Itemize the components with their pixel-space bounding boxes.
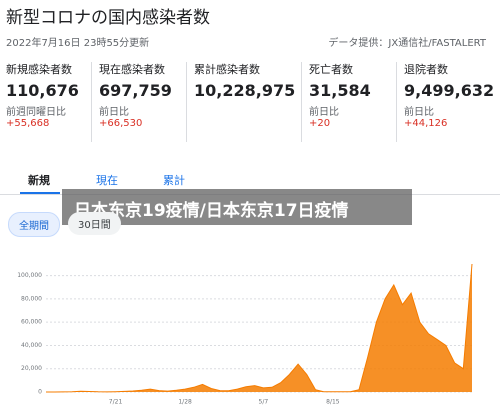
stat-change: +20 [309, 118, 331, 129]
stat-label: 死亡者数 [309, 63, 353, 76]
stat-sub-label: 前日比 [309, 107, 339, 118]
y-tick-label: 80,000 [21, 295, 42, 302]
y-tick-label: 100,000 [17, 272, 42, 279]
area [46, 264, 472, 392]
filter-button[interactable]: 30日間 [68, 212, 121, 235]
updated: 2022年7月16日 23時55分更新 [6, 38, 150, 49]
stat-sub-label: 前日比 [99, 107, 129, 118]
stat-value: 110,676 [6, 81, 79, 100]
banner-text: 日本东京19疫情/日本东京17日疫情 [74, 201, 349, 221]
stat-card: 死亡者数 31,584 前日比 +20 [309, 62, 385, 150]
separator [396, 62, 397, 142]
stat-value: 697,759 [99, 81, 172, 100]
tab-underline [20, 192, 60, 194]
y-tick-label: 40,000 [21, 342, 42, 349]
chart: 0 20,000 40,000 60,000 80,000 100,000 7/21 1/28… [17, 263, 473, 406]
stat-label: 現在感染者数 [99, 63, 165, 76]
stat-change: +55,668 [6, 118, 50, 129]
y-tick-label: 20,000 [21, 365, 42, 372]
stat-label: 累計感染者数 [194, 63, 260, 76]
tab[interactable]: 累計 [163, 174, 185, 187]
stat-sub-label: 前週同曜日比 [6, 107, 66, 118]
stat-label: 退院者数 [404, 63, 448, 76]
stat-change: +66,530 [99, 118, 143, 129]
stat-label: 新規感染者数 [6, 63, 72, 76]
line [46, 263, 473, 393]
stat-value: 10,228,975 [194, 81, 296, 100]
stat-value: 31,584 [309, 81, 371, 100]
tab[interactable]: 新規 [28, 174, 50, 187]
x-tick-label: 7/21 [109, 399, 123, 406]
tab[interactable]: 現在 [96, 174, 118, 187]
page-title: 新型コロナの国内感染者数 [6, 8, 210, 28]
stat-card: 現在感染者数 697,759 前日比 +66,530 [99, 62, 175, 150]
source: データ提供：JX通信社/FASTALERT [328, 38, 486, 49]
separator [91, 62, 92, 142]
filter-button[interactable]: 全期間 [8, 212, 60, 237]
stat-change: +44,126 [404, 118, 448, 129]
x-tick-label: 8/15 [326, 399, 340, 406]
x-tick-label: 5/7 [259, 399, 269, 406]
x-tick-label: 1/28 [178, 399, 192, 406]
separator [186, 62, 187, 142]
stat-value: 9,499,632 [404, 81, 495, 100]
stat-card: 新規感染者数 110,676 前週同曜日比 +55,668 [6, 62, 82, 150]
y-tick-label: 60,000 [21, 319, 42, 326]
y-tick-label: 0 [38, 389, 42, 396]
stat-sub-label: 前日比 [404, 107, 434, 118]
stat-card: 累計感染者数 10,228,975 [194, 62, 295, 150]
separator [301, 62, 302, 142]
stat-card: 退院者数 9,499,632 前日比 +44,126 [404, 62, 494, 150]
